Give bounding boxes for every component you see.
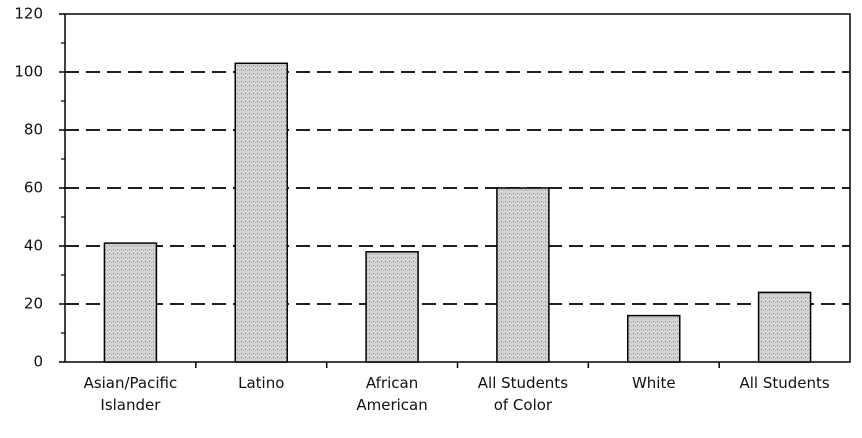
y-tick-label: 100: [14, 63, 43, 81]
bar: [757, 291, 812, 363]
bar: [234, 62, 288, 363]
x-tick-label: Latino: [238, 374, 285, 392]
x-tick-label: White: [631, 374, 676, 392]
y-tick-label: 120: [14, 5, 43, 23]
bar: [103, 242, 158, 363]
y-tick-label: 40: [24, 237, 43, 255]
y-tick-label: 60: [24, 179, 43, 197]
y-tick-label: 20: [24, 295, 43, 313]
x-tick-label: All Students: [739, 374, 830, 392]
y-tick-label: 80: [24, 121, 43, 139]
x-tick-label: Asian/Pacific Islander: [83, 374, 178, 414]
x-tick-label: African American: [356, 374, 428, 414]
x-tick-label: All Students of Color: [477, 374, 569, 414]
y-tick-label: 0: [33, 353, 43, 371]
bar: [496, 187, 550, 363]
bar: [627, 314, 681, 363]
bar: [365, 251, 419, 363]
